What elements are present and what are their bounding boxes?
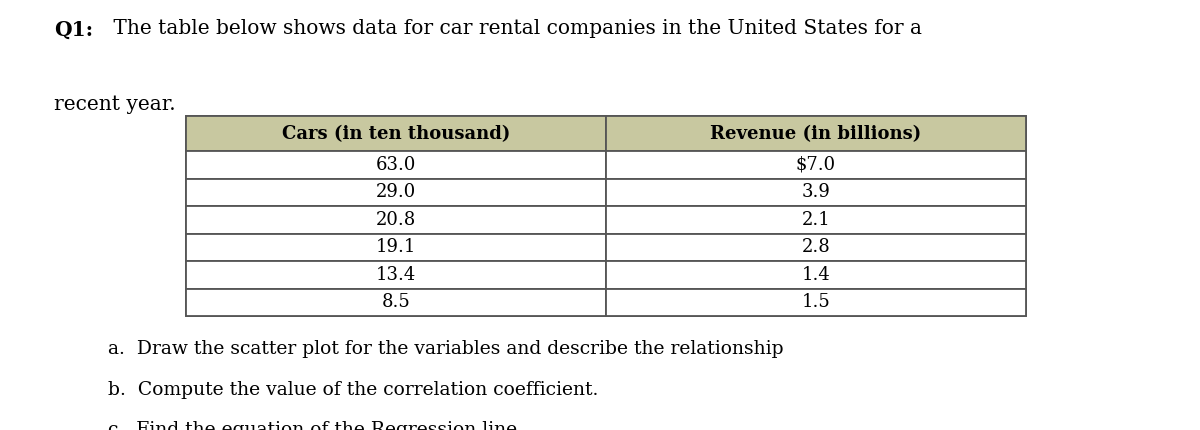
Bar: [186, 116, 606, 151]
Text: $7.0: $7.0: [796, 156, 836, 174]
Bar: [186, 151, 606, 178]
Bar: [186, 289, 606, 316]
Bar: [606, 116, 1026, 151]
Bar: [186, 206, 606, 233]
Bar: [606, 289, 1026, 316]
Text: c.  Find the equation of the Regression line: c. Find the equation of the Regression l…: [108, 421, 517, 430]
Text: 2.1: 2.1: [802, 211, 830, 229]
Bar: [186, 261, 606, 289]
Text: 2.8: 2.8: [802, 238, 830, 256]
Text: Revenue (in billions): Revenue (in billions): [710, 125, 922, 143]
Bar: [606, 151, 1026, 178]
Bar: [606, 233, 1026, 261]
Text: recent year.: recent year.: [54, 95, 175, 114]
Bar: [186, 178, 606, 206]
Bar: [186, 233, 606, 261]
Text: 3.9: 3.9: [802, 183, 830, 201]
Text: Q1:: Q1:: [54, 19, 94, 40]
Text: 20.8: 20.8: [376, 211, 416, 229]
Text: 8.5: 8.5: [382, 293, 410, 311]
Text: Cars (in ten thousand): Cars (in ten thousand): [282, 125, 510, 143]
Text: The table below shows data for car rental companies in the United States for a: The table below shows data for car renta…: [107, 19, 922, 38]
Text: b.  Compute the value of the correlation coefficient.: b. Compute the value of the correlation …: [108, 381, 599, 399]
Text: 29.0: 29.0: [376, 183, 416, 201]
Bar: [186, 116, 1026, 316]
Text: 13.4: 13.4: [376, 266, 416, 284]
Text: 63.0: 63.0: [376, 156, 416, 174]
Bar: [606, 178, 1026, 206]
Bar: [606, 261, 1026, 289]
Bar: [606, 206, 1026, 233]
Text: a.  Draw the scatter plot for the variables and describe the relationship: a. Draw the scatter plot for the variabl…: [108, 340, 784, 358]
Text: 19.1: 19.1: [376, 238, 416, 256]
Text: 1.5: 1.5: [802, 293, 830, 311]
Text: 1.4: 1.4: [802, 266, 830, 284]
